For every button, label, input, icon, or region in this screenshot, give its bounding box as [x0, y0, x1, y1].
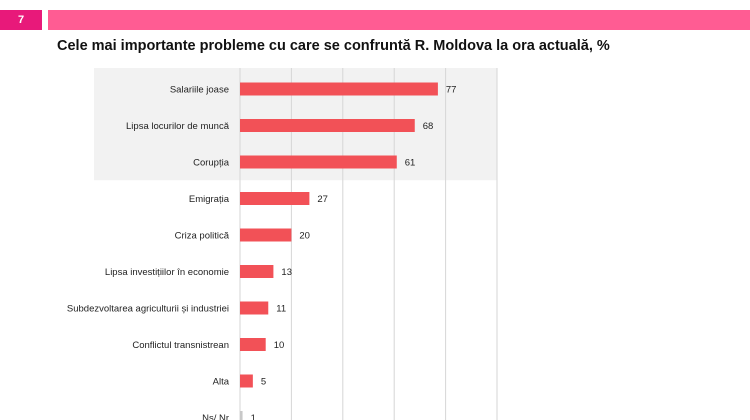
data-label: 61 — [405, 158, 416, 169]
category-label: Subdezvoltarea agriculturii și industrie… — [67, 304, 229, 315]
bar — [240, 82, 438, 96]
category-label: Alta — [213, 377, 230, 388]
data-label: 1 — [251, 413, 256, 420]
category-label: Salariile joase — [170, 85, 229, 96]
data-label: 13 — [281, 267, 292, 278]
category-label: Criza politică — [175, 231, 230, 242]
data-label: 27 — [317, 194, 328, 205]
category-label: Ns/ Nr — [202, 413, 229, 420]
category-label: Emigrația — [189, 194, 230, 205]
data-label: 5 — [261, 377, 266, 388]
data-label: 20 — [299, 231, 310, 242]
category-label: Corupția — [193, 158, 230, 169]
category-label: Conflictul transnistrean — [132, 340, 229, 351]
bar — [240, 155, 397, 169]
data-label: 10 — [274, 340, 285, 351]
category-label: Lipsa investițiilor în economie — [105, 267, 229, 278]
bar — [240, 301, 269, 315]
slide-number: 7 — [0, 10, 42, 30]
chart-title: Cele mai importante probleme cu care se … — [57, 38, 610, 54]
bar — [240, 228, 292, 242]
bar — [240, 265, 274, 278]
header-bar — [48, 10, 750, 30]
bar — [240, 119, 415, 132]
bar — [240, 192, 310, 205]
bar — [240, 411, 243, 420]
data-label: 11 — [276, 304, 286, 315]
data-label: 77 — [446, 85, 457, 96]
bar — [240, 338, 266, 351]
data-label: 68 — [423, 121, 434, 132]
bar — [240, 374, 253, 388]
category-label: Lipsa locurilor de muncă — [126, 121, 230, 132]
